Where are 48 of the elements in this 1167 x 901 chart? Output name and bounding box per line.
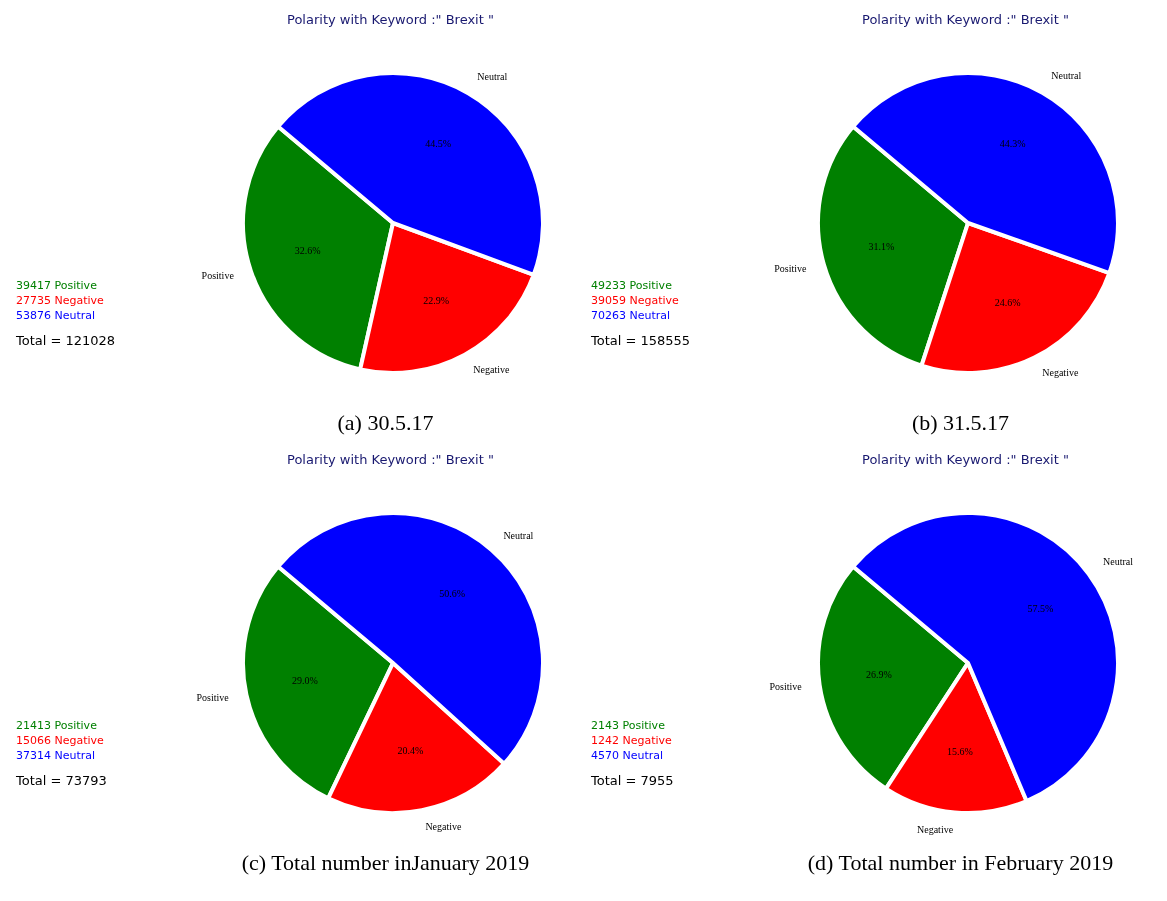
slice-label: Negative — [425, 821, 463, 833]
text: 2143 Positive — [591, 718, 666, 733]
text: 27735 Negative — [16, 293, 105, 308]
data-label: 24.6% — [994, 297, 1021, 309]
data-label: 44.5% — [425, 138, 452, 150]
text: 21413 Positive — [16, 718, 98, 733]
slice-label: Neutral — [1103, 556, 1134, 568]
data-label: 50.6% — [439, 588, 466, 600]
chart-title: Polarity with Keyword :" Brexit " — [861, 452, 1070, 467]
slice-label: Neutral — [1051, 70, 1082, 82]
data-label: 22.9% — [423, 295, 449, 307]
text: 4570 Neutral — [591, 748, 665, 763]
data-label: 31.1% — [868, 241, 895, 253]
text: Total = 7955 — [591, 773, 674, 788]
text: 39417 Positive — [16, 278, 98, 293]
text: Total = 73793 — [16, 773, 107, 788]
chart-title: Polarity with Keyword :" Brexit " — [861, 12, 1070, 27]
text: (b) 31.5.17 — [910, 410, 1011, 436]
chart-title: Polarity with Keyword :" Brexit " — [286, 452, 495, 467]
text: (c) Total number inJanuary 2019 — [240, 850, 531, 876]
text: Total = 121028 — [16, 333, 116, 348]
data-label: 29.0% — [292, 675, 318, 687]
slice-label: Neutral — [503, 529, 534, 541]
chart-title: Polarity with Keyword :" Brexit " — [286, 12, 495, 27]
text: (d) Total number in February 2019 — [806, 850, 1115, 876]
text: 70263 Neutral — [591, 308, 672, 323]
slice-label: Positive — [201, 270, 235, 282]
data-label: 44.3% — [999, 138, 1026, 150]
data-label: 57.5% — [1027, 602, 1054, 614]
slice-label: Negative — [473, 363, 511, 375]
data-label: 32.6% — [294, 245, 321, 257]
text: 37314 Neutral — [16, 748, 97, 763]
slice-label: Positive — [774, 262, 808, 274]
text: 53876 Neutral — [16, 308, 97, 323]
slice-label: Negative — [1042, 366, 1079, 378]
text: Total = 158555 — [591, 333, 691, 348]
slice-label: Positive — [196, 691, 230, 703]
text: 39059 Negative — [591, 293, 680, 308]
slice-label: Positive — [769, 680, 803, 692]
slice-label: Negative — [917, 823, 954, 835]
data-label: 15.6% — [947, 745, 973, 757]
text: 15066 Negative — [16, 733, 105, 748]
text: 1242 Negative — [591, 733, 673, 748]
text: 49233 Positive — [591, 278, 673, 293]
data-label: 26.9% — [866, 669, 892, 681]
text: (a) 30.5.17 — [336, 410, 435, 436]
data-label: 20.4% — [397, 744, 424, 756]
slice-label: Neutral — [477, 70, 508, 82]
